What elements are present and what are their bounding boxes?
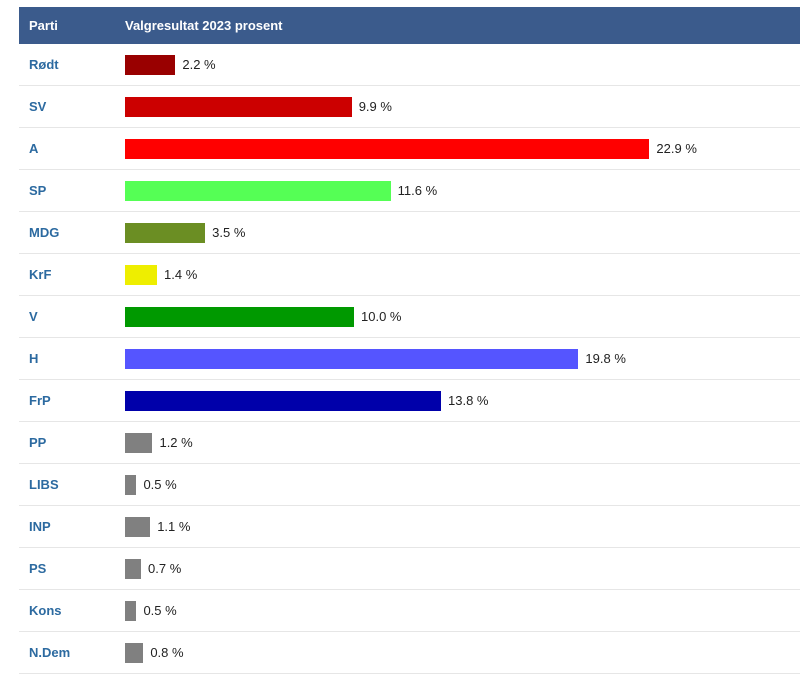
- value-label: 22.9 %: [656, 141, 697, 156]
- bar-cell: 1.2 %: [125, 422, 800, 463]
- bar-cell: 2.2 %: [125, 44, 800, 85]
- value-label: 1.4 %: [164, 267, 198, 282]
- bar: [125, 558, 142, 579]
- bar: [125, 222, 206, 243]
- value-label: 1.2 %: [159, 435, 193, 450]
- table-row: PS 0.7 %: [19, 548, 800, 590]
- bar-cell: 1.1 %: [125, 506, 800, 547]
- table-row: Rødt 2.2 %: [19, 44, 800, 86]
- bar: [125, 642, 144, 663]
- table-row: PP 1.2 %: [19, 422, 800, 464]
- value-label: 0.7 %: [148, 561, 182, 576]
- party-link[interactable]: PS: [29, 561, 47, 576]
- party-link[interactable]: KrF: [29, 267, 52, 282]
- table-row: H 19.8 %: [19, 338, 800, 380]
- value-label: 11.6 %: [397, 183, 438, 198]
- table-body: Rødt 2.2 % SV 9.9 % A 22.9 % SP 11.6 % MDG 3.5 % K…: [19, 44, 800, 674]
- bar-cell: 1.4 %: [125, 254, 800, 295]
- bar: [125, 306, 354, 327]
- table-header: Parti Valgresultat 2023 prosent: [19, 7, 800, 44]
- party-link[interactable]: MDG: [29, 225, 60, 240]
- table-row: V 10.0 %: [19, 296, 800, 338]
- bar: [125, 348, 579, 369]
- bar-cell: 19.8 %: [125, 338, 800, 379]
- bar: [125, 264, 158, 285]
- bar-cell: 0.5 %: [125, 464, 800, 505]
- bar-cell: 9.9 %: [125, 86, 800, 127]
- party-link[interactable]: INP: [29, 519, 51, 534]
- table-row: SV 9.9 %: [19, 86, 800, 128]
- table-row: INP 1.1 %: [19, 506, 800, 548]
- table-row: MDG 3.5 %: [19, 212, 800, 254]
- party-link[interactable]: Rødt: [29, 57, 59, 72]
- bar-cell: 3.5 %: [125, 212, 800, 253]
- bar: [125, 54, 176, 75]
- table-row: SP 11.6 %: [19, 170, 800, 212]
- table-row: KrF 1.4 %: [19, 254, 800, 296]
- party-link[interactable]: PP: [29, 435, 47, 450]
- header-party: Parti: [29, 18, 58, 33]
- party-link[interactable]: SP: [29, 183, 47, 198]
- party-link[interactable]: A: [29, 141, 39, 156]
- bar: [125, 96, 352, 117]
- value-label: 10.0 %: [361, 309, 402, 324]
- value-label: 9.9 %: [358, 99, 392, 114]
- party-link[interactable]: LIBS: [29, 477, 59, 492]
- bar-cell: 22.9 %: [125, 128, 800, 169]
- table-row: Kons 0.5 %: [19, 590, 800, 632]
- party-link[interactable]: SV: [29, 99, 47, 114]
- bar-cell: 10.0 %: [125, 296, 800, 337]
- party-link[interactable]: H: [29, 351, 39, 366]
- value-label: 0.5 %: [143, 603, 177, 618]
- value-label: 0.5 %: [143, 477, 177, 492]
- value-label: 13.8 %: [448, 393, 489, 408]
- value-label: 1.1 %: [157, 519, 191, 534]
- bar: [125, 474, 137, 495]
- party-link[interactable]: Kons: [29, 603, 62, 618]
- table-row: LIBS 0.5 %: [19, 464, 800, 506]
- bar: [125, 600, 137, 621]
- party-link[interactable]: N.Dem: [29, 645, 71, 660]
- bar: [125, 390, 442, 411]
- bar-cell: 11.6 %: [125, 170, 800, 211]
- table-row: FrP 13.8 %: [19, 380, 800, 422]
- value-label: 3.5 %: [212, 225, 246, 240]
- results-table: Parti Valgresultat 2023 prosent Rødt 2.2 …: [19, 7, 800, 674]
- bar-cell: 0.8 %: [125, 632, 800, 673]
- bar-cell: 13.8 %: [125, 380, 800, 421]
- party-link[interactable]: FrP: [29, 393, 51, 408]
- bar: [125, 432, 153, 453]
- table-row: A 22.9 %: [19, 128, 800, 170]
- value-label: 2.2 %: [182, 57, 216, 72]
- value-label: 19.8 %: [585, 351, 626, 366]
- bar: [125, 180, 391, 201]
- bar: [125, 516, 151, 537]
- bar-cell: 0.7 %: [125, 548, 800, 589]
- bar-cell: 0.5 %: [125, 590, 800, 631]
- bar: [125, 138, 650, 159]
- value-label: 0.8 %: [150, 645, 184, 660]
- header-result: Valgresultat 2023 prosent: [125, 18, 283, 33]
- party-link[interactable]: V: [29, 309, 38, 324]
